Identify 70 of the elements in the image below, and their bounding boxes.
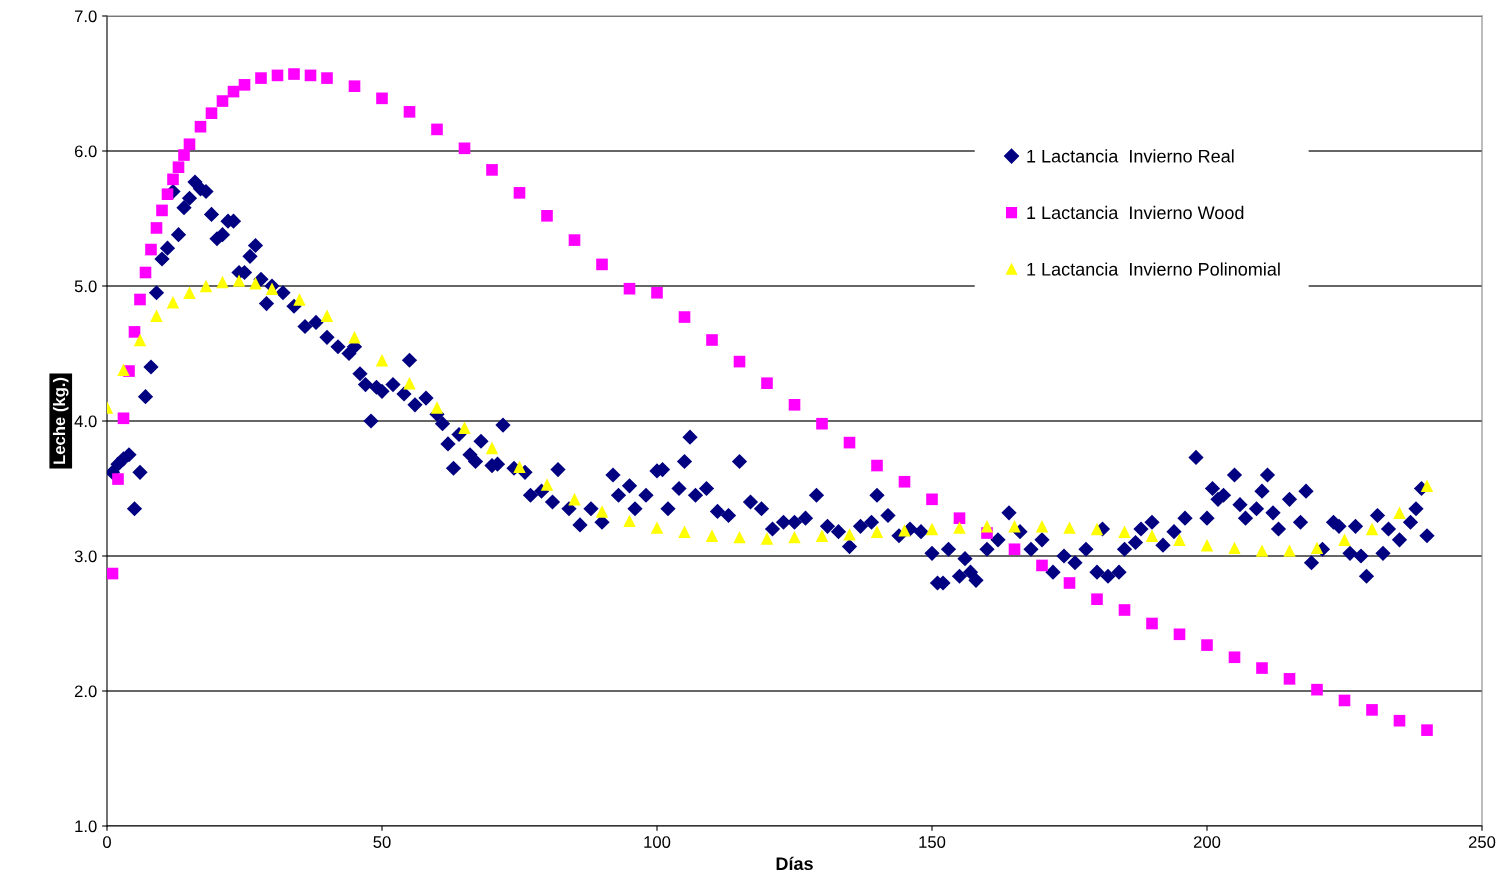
legend-label: 1 Lactancia Invierno Wood — [1027, 205, 1244, 220]
point — [430, 401, 444, 414]
point — [375, 354, 389, 367]
point — [293, 293, 306, 306]
point — [1338, 533, 1351, 547]
x-tick-label: 250 — [1468, 836, 1496, 848]
point — [320, 309, 334, 322]
y-tick-label: 2.0 — [74, 685, 97, 698]
point — [1255, 544, 1269, 557]
x-axis-title: Días — [776, 856, 813, 871]
legend-label: 1 Lactancia Invierno Real — [1027, 149, 1234, 163]
y-tick-label: 7.0 — [74, 10, 97, 23]
point — [1090, 522, 1104, 536]
point — [249, 277, 262, 290]
x-tick-label: 200 — [1193, 836, 1221, 848]
point — [678, 525, 691, 538]
point — [540, 478, 554, 491]
point — [117, 363, 130, 376]
point — [705, 529, 719, 542]
point — [788, 530, 801, 544]
point — [232, 274, 246, 287]
point — [595, 505, 609, 518]
point — [815, 529, 829, 542]
point — [348, 331, 361, 344]
point — [760, 532, 774, 545]
point — [843, 528, 856, 541]
point — [1228, 541, 1241, 555]
point — [980, 520, 994, 533]
point — [1393, 506, 1406, 520]
point — [485, 441, 499, 455]
point — [1063, 521, 1076, 534]
point — [166, 295, 180, 309]
x-tick-label: 100 — [644, 836, 671, 848]
y-tick-label: 1.0 — [75, 820, 97, 833]
point — [458, 421, 471, 434]
point — [1145, 529, 1159, 542]
point — [898, 524, 911, 537]
point — [650, 521, 664, 534]
point — [623, 514, 636, 528]
point — [1420, 479, 1434, 493]
y-tick-label: 5.0 — [74, 280, 97, 293]
y-tick-label: 3.0 — [74, 550, 97, 563]
point — [1173, 533, 1186, 547]
point — [953, 521, 966, 534]
point — [1283, 544, 1296, 557]
legend-label: 1 Lactancia Invierno Polinomial — [1027, 262, 1280, 276]
point — [265, 282, 279, 295]
point — [1365, 522, 1379, 536]
x-tick-label: 50 — [373, 836, 391, 848]
point — [870, 525, 884, 538]
point — [513, 460, 526, 474]
point — [1118, 525, 1131, 538]
point — [199, 279, 213, 293]
x-tick-label: 150 — [919, 836, 946, 848]
point — [1008, 520, 1021, 533]
point — [733, 530, 746, 544]
point — [403, 376, 416, 390]
y-tick-label: 6.0 — [74, 145, 97, 158]
point — [183, 286, 196, 299]
point — [925, 522, 939, 536]
point — [1200, 538, 1214, 552]
y-tick-label: 4.0 — [74, 415, 97, 428]
point — [1310, 541, 1324, 555]
y-axis-title: Leche (kg.) — [52, 377, 69, 464]
point — [216, 275, 229, 289]
x-tick-label: 0 — [103, 836, 111, 848]
point — [133, 333, 147, 347]
point — [150, 309, 163, 322]
point — [568, 493, 581, 506]
point — [1035, 520, 1049, 533]
